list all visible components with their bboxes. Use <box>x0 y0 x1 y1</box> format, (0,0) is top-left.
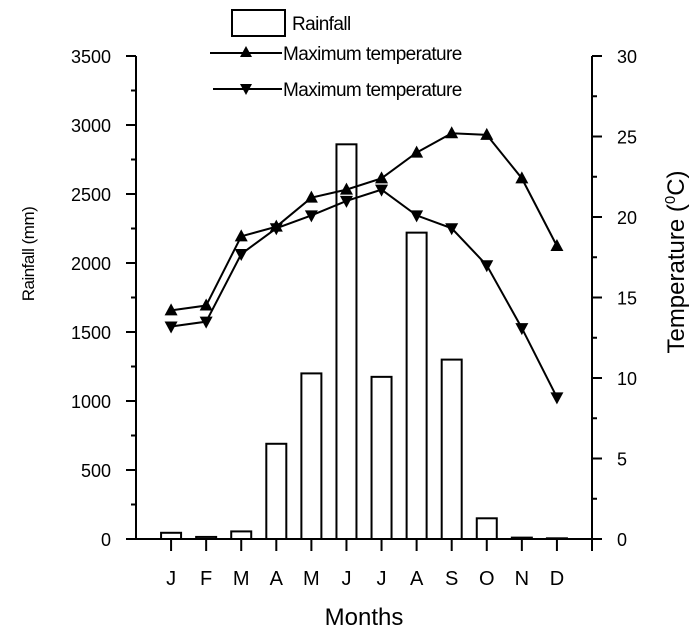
max-temp-down-marker <box>515 323 529 336</box>
right-tick-label: 30 <box>617 47 637 67</box>
right-tick-label: 10 <box>617 369 637 389</box>
right-ticks: 0 5 10 15 20 25 30 <box>592 47 637 550</box>
max-temp-down-marker <box>199 316 213 329</box>
left-tick-label: 3000 <box>71 116 111 136</box>
max-temp-down-marker <box>410 210 424 223</box>
max-temp-up-marker <box>515 171 529 184</box>
right-axis-title: Temperature (0C) <box>662 170 690 353</box>
left-tick-label: 0 <box>101 530 111 550</box>
max-temp-down-marker <box>304 210 318 223</box>
left-tick-label: 2500 <box>71 185 111 205</box>
x-tick-label: O <box>479 568 495 590</box>
axes <box>135 56 593 540</box>
x-tick-label: J <box>377 568 387 590</box>
left-tick-label: 2000 <box>71 254 111 274</box>
right-tick-label: 0 <box>617 530 627 550</box>
rainfall-bar <box>370 375 393 540</box>
max-temp-down-marker <box>234 249 248 262</box>
max-temp-down-marker <box>375 184 389 197</box>
rainfall-bar <box>230 530 253 540</box>
rainfall-bar <box>510 536 533 540</box>
rainfall-bar <box>300 372 323 540</box>
rainfall-bar <box>160 531 183 540</box>
x-tick-label: M <box>303 568 320 590</box>
x-tick-label: F <box>200 568 212 590</box>
max-temp-up-marker <box>445 126 459 139</box>
left-tick-label: 3500 <box>71 47 111 67</box>
right-axis-title-main: Temperature ( <box>663 204 690 353</box>
max-temp-down-marker <box>550 392 564 405</box>
left-tick-label: 500 <box>81 461 111 481</box>
max-temp-up-marker <box>339 182 353 195</box>
x-tick-label: M <box>233 568 250 590</box>
rainfall-bar <box>335 143 358 540</box>
right-tick-label: 15 <box>617 289 637 309</box>
rainfall-bars <box>160 143 568 540</box>
rainfall-bar <box>475 517 498 540</box>
x-tick-label: S <box>445 568 458 590</box>
temperature-lines <box>164 126 564 405</box>
right-axis-title-unit: C) <box>663 170 690 195</box>
x-tick-label: J <box>166 568 176 590</box>
left-tick-label: 1500 <box>71 323 111 343</box>
left-ticks: 0 500 1000 1500 2000 2500 3000 3500 <box>71 47 136 550</box>
legend-marker-triangle-up <box>240 46 252 57</box>
x-tick-label: N <box>515 568 529 590</box>
max-temp-up-marker <box>199 298 213 311</box>
max-temp-up-marker <box>304 190 318 203</box>
rainfall-bar <box>440 358 463 540</box>
max-temp-down-line <box>170 188 558 398</box>
max-temp-up-marker <box>164 303 178 316</box>
legend-marker-triangle-down <box>240 84 252 95</box>
rainfall-bar <box>265 442 288 540</box>
rainfall-bar <box>545 537 568 540</box>
max-temp-down-marker <box>480 260 494 273</box>
legend-label-max-temp-down: Maximum temperature <box>283 80 462 101</box>
x-tick-label: D <box>550 568 564 590</box>
right-tick-label: 20 <box>617 208 637 228</box>
max-temp-up-marker <box>410 145 424 158</box>
x-tick-label: A <box>410 568 424 590</box>
rainfall-bar <box>405 231 428 540</box>
max-temp-up-marker <box>550 238 564 251</box>
max-temp-up-marker <box>234 229 248 242</box>
max-temp-down-marker <box>164 321 178 334</box>
max-temp-down-marker <box>269 223 283 236</box>
legend-label-rainfall: Rainfall <box>292 14 351 35</box>
max-temp-down-marker <box>445 223 459 236</box>
left-axis-title: Rainfall (mm) <box>19 207 38 302</box>
left-tick-label: 1000 <box>71 392 111 412</box>
right-axis-title-superscript: 0 <box>662 196 679 204</box>
max-temp-up-marker <box>375 171 389 184</box>
legend: Rainfall Maximum temperature Maximum tem… <box>210 9 462 101</box>
x-tick-label: A <box>270 568 284 590</box>
max-temp-up-line <box>170 132 558 312</box>
right-tick-label: 5 <box>617 450 627 470</box>
legend-rainfall-swatch <box>231 9 286 37</box>
rainfall-bar <box>195 535 218 540</box>
x-axis-title: Months <box>325 604 404 631</box>
x-tick-label: J <box>341 568 351 590</box>
right-tick-label: 25 <box>617 128 637 148</box>
max-temp-up-marker <box>480 127 494 140</box>
max-temp-down-marker <box>339 195 353 208</box>
legend-label-max-temp-up: Maximum temperature <box>283 44 462 65</box>
